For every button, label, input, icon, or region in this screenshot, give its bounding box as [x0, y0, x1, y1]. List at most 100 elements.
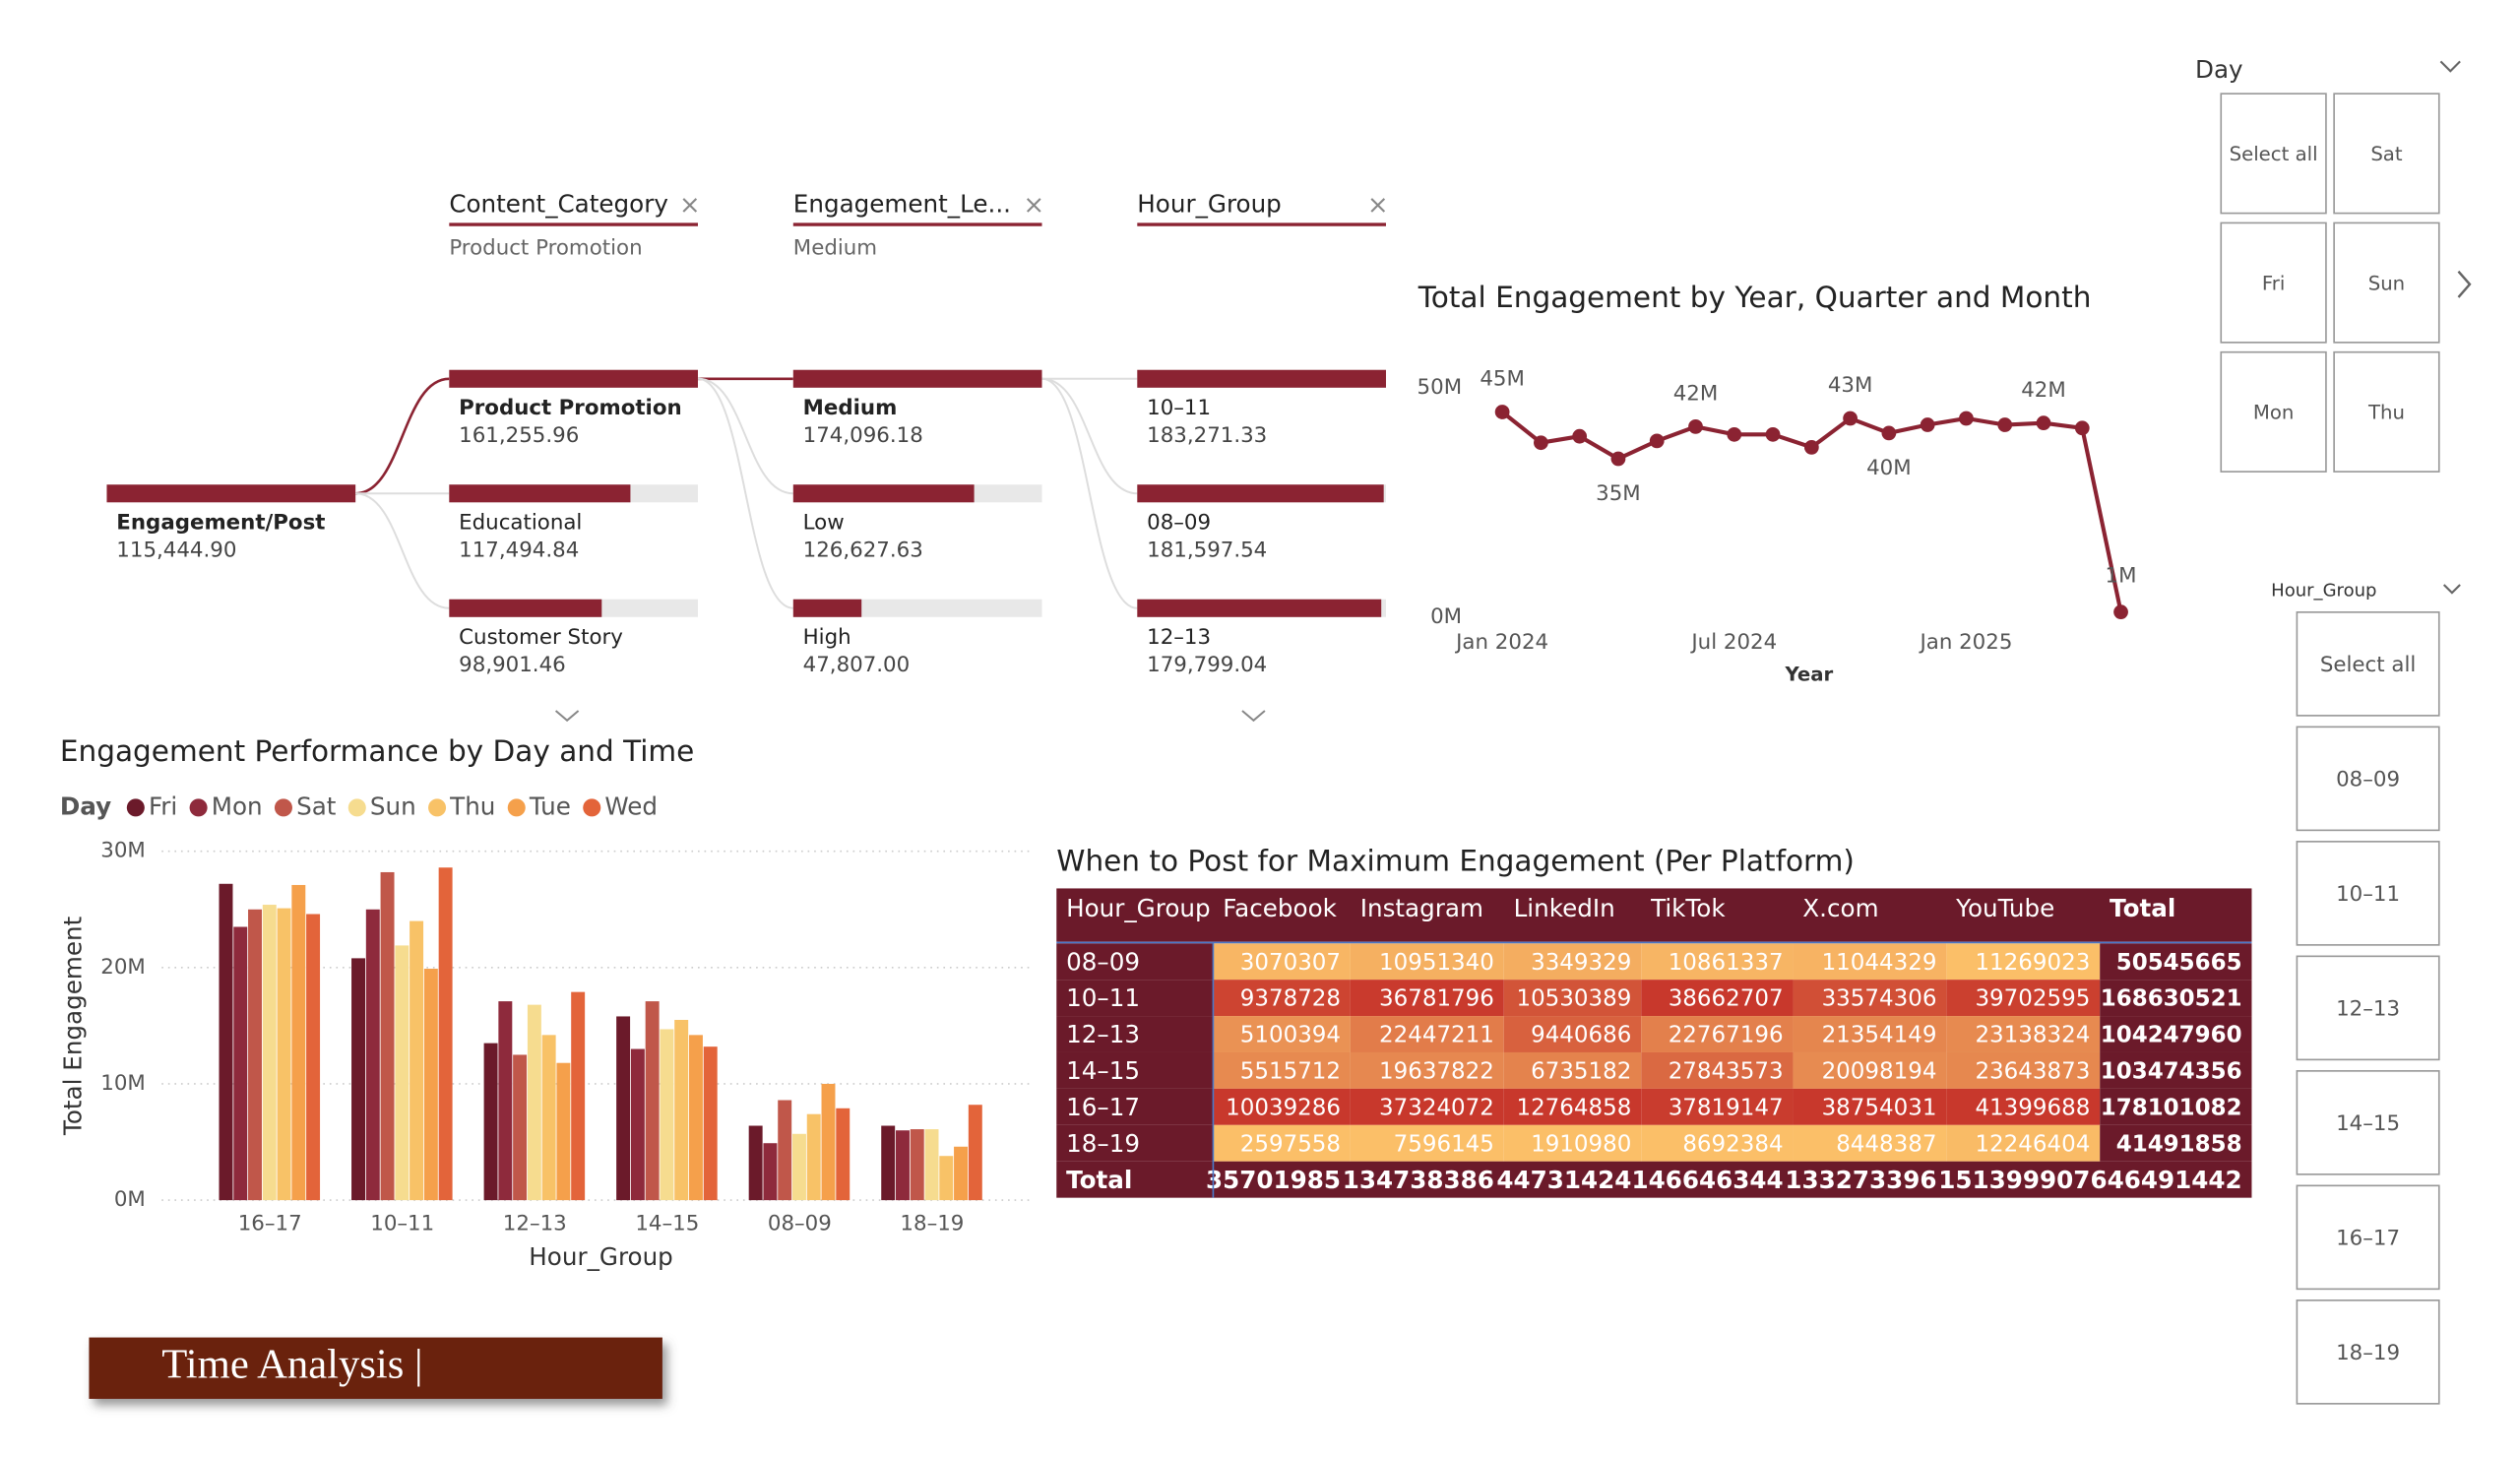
- button-label[interactable]: Time Analysis |: [161, 1342, 422, 1388]
- bar[interactable]: [571, 991, 586, 1201]
- line-point[interactable]: [1843, 411, 1858, 426]
- bar[interactable]: [896, 1130, 910, 1201]
- line-point[interactable]: [1959, 411, 1974, 426]
- tree-bar[interactable]: [792, 599, 862, 617]
- slicer-item[interactable]: 08–09: [2336, 768, 2400, 792]
- remove-field[interactable]: [1026, 198, 1041, 213]
- legend-label[interactable]: Wed: [604, 792, 658, 820]
- tree-bar[interactable]: [792, 484, 975, 503]
- bar[interactable]: [410, 920, 424, 1201]
- legend-marker[interactable]: [189, 798, 208, 817]
- slicer-item[interactable]: 14–15: [2336, 1111, 2400, 1136]
- slicer-tile[interactable]: [2296, 726, 2440, 832]
- bar[interactable]: [616, 1016, 631, 1201]
- bar[interactable]: [660, 1029, 674, 1201]
- legend-marker[interactable]: [347, 798, 366, 817]
- bar[interactable]: [351, 958, 365, 1201]
- line-point[interactable]: [1997, 417, 2013, 432]
- line-point[interactable]: [1765, 426, 1781, 442]
- slicer-item[interactable]: Thu: [2367, 402, 2405, 424]
- legend-marker[interactable]: [507, 798, 526, 817]
- bar[interactable]: [219, 883, 233, 1201]
- legend-marker[interactable]: [126, 798, 145, 817]
- tree-bar[interactable]: [1137, 484, 1384, 503]
- expand-chevron[interactable]: [554, 710, 1266, 723]
- remove-field[interactable]: [1370, 198, 1386, 213]
- column-header[interactable]: Facebook: [1223, 894, 1337, 922]
- bar[interactable]: [703, 1046, 718, 1201]
- legend-label[interactable]: Thu: [449, 792, 495, 820]
- bar[interactable]: [498, 1001, 513, 1201]
- slicer-tile[interactable]: [2296, 1184, 2440, 1291]
- slicer-tile[interactable]: [2220, 350, 2327, 473]
- bar[interactable]: [483, 1043, 498, 1201]
- slicer-item[interactable]: Sun: [2368, 272, 2405, 294]
- bar[interactable]: [954, 1146, 969, 1201]
- slicer-next[interactable]: [2457, 270, 2472, 298]
- tree-bar[interactable]: [1137, 599, 1382, 617]
- legend-marker[interactable]: [274, 798, 292, 817]
- bar[interactable]: [541, 1035, 556, 1201]
- line-point[interactable]: [1572, 428, 1588, 444]
- bar[interactable]: [881, 1125, 896, 1201]
- column-header[interactable]: Total: [2110, 894, 2175, 922]
- bar[interactable]: [763, 1143, 778, 1201]
- column-header[interactable]: TikTok: [1650, 894, 1726, 922]
- line-point[interactable]: [1688, 419, 1703, 434]
- line-point[interactable]: [1881, 425, 1897, 441]
- column-header[interactable]: YouTube: [1955, 894, 2054, 922]
- page-button[interactable]: [89, 1337, 662, 1399]
- slicer-item[interactable]: Select all: [2320, 653, 2416, 677]
- line-point[interactable]: [1920, 417, 1935, 432]
- slicer-tile[interactable]: [2333, 222, 2440, 344]
- slicer-item[interactable]: 10–11: [2336, 882, 2400, 907]
- bar[interactable]: [556, 1062, 571, 1201]
- bar[interactable]: [748, 1125, 763, 1201]
- column-header[interactable]: Instagram: [1360, 894, 1483, 922]
- legend-label[interactable]: Mon: [212, 792, 263, 820]
- bar[interactable]: [968, 1105, 982, 1201]
- bar[interactable]: [806, 1113, 821, 1201]
- bar[interactable]: [924, 1129, 939, 1201]
- bar[interactable]: [423, 969, 438, 1201]
- legend-label[interactable]: Fri: [149, 792, 177, 820]
- bar[interactable]: [380, 871, 395, 1201]
- slicer-tile[interactable]: [2333, 93, 2440, 215]
- bar[interactable]: [674, 1020, 689, 1201]
- bar[interactable]: [395, 945, 410, 1201]
- slicer-item[interactable]: 12–13: [2336, 996, 2400, 1021]
- bar[interactable]: [836, 1108, 850, 1201]
- slicer-item[interactable]: 16–17: [2336, 1226, 2400, 1250]
- bar[interactable]: [513, 1054, 528, 1201]
- bar[interactable]: [527, 1004, 541, 1201]
- bar[interactable]: [939, 1156, 954, 1201]
- line-point[interactable]: [2074, 420, 2090, 436]
- column-header[interactable]: X.com: [1802, 894, 1878, 922]
- bar[interactable]: [438, 867, 453, 1201]
- slicer-tile[interactable]: [2333, 350, 2440, 473]
- slicer-tile[interactable]: [2296, 955, 2440, 1061]
- bar[interactable]: [630, 1048, 645, 1201]
- line-point[interactable]: [2036, 415, 2051, 431]
- bar[interactable]: [291, 884, 306, 1201]
- tree-bar[interactable]: [449, 599, 602, 617]
- bar[interactable]: [277, 908, 291, 1201]
- line-point[interactable]: [1610, 451, 1626, 467]
- legend-marker[interactable]: [583, 798, 601, 817]
- legend-label[interactable]: Sat: [296, 792, 337, 820]
- bar[interactable]: [645, 1001, 660, 1201]
- line-point[interactable]: [1727, 426, 1742, 442]
- tree-bar[interactable]: [1137, 369, 1386, 388]
- bar[interactable]: [778, 1100, 792, 1201]
- legend-label[interactable]: Sun: [370, 792, 416, 820]
- tree-bar[interactable]: [449, 369, 699, 388]
- legend-marker[interactable]: [428, 798, 447, 817]
- slicer-tile[interactable]: [2296, 1299, 2440, 1405]
- slicer-dropdown[interactable]: [2439, 60, 2461, 595]
- remove-field[interactable]: [682, 198, 698, 213]
- slicer-tile[interactable]: [2296, 841, 2440, 946]
- slicer-item[interactable]: Select all: [2230, 143, 2318, 165]
- slicer-item[interactable]: Fri: [2262, 272, 2285, 294]
- slicer-tile[interactable]: [2220, 222, 2327, 344]
- legend-label[interactable]: Tue: [529, 792, 571, 820]
